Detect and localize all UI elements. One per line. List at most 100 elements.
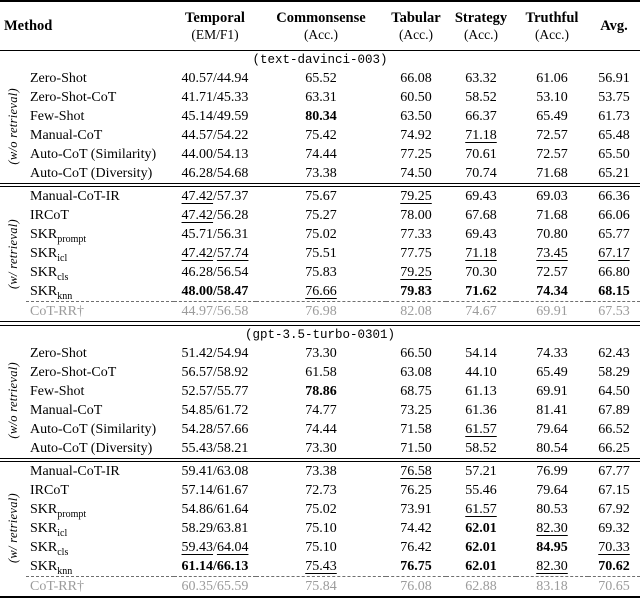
group-side-label-text: (w/ retrieval) <box>5 493 20 564</box>
table-row: SKRknn 61.14/66.13 75.43 76.75 62.01 82.30 70.… <box>0 557 640 577</box>
value-cell-tabular: 77.25 <box>400 147 432 162</box>
value-cell-avg: 67.15 <box>598 482 630 498</box>
value-cell-commonsense: 75.51 <box>305 246 337 261</box>
value-cell-strategy: 71.18 <box>465 128 497 143</box>
value-cell-commonsense: 75.84 <box>256 575 386 597</box>
header-row: Method Temporal (EM/F1) Commonsense (Acc… <box>0 1 640 51</box>
method-cell: SKRprompt <box>30 227 87 245</box>
value-cell-tabular: 82.08 <box>386 301 446 322</box>
value-cell-truthful: 79.64 <box>536 421 568 437</box>
col-header-strategy-sub: (Acc.) <box>463 27 499 42</box>
method-cell: SKRicl <box>30 246 68 264</box>
value-cell-commonsense: 75.02 <box>305 227 337 242</box>
table-row: Few-Shot 52.57/55.77 78.86 68.75 61.13 69.91 6… <box>0 382 640 401</box>
value-cell-truthful: 84.95 <box>536 539 568 555</box>
method-cell: Zero-Shot <box>30 345 87 361</box>
value-cell-temporal: 44.00/54.13 <box>181 147 249 162</box>
value-cell-temporal: 56.57/58.92 <box>181 364 249 380</box>
value-cell-temporal: 51.42/54.94 <box>181 345 249 361</box>
value-cell-avg: 53.75 <box>598 90 630 105</box>
table-row: Auto-CoT (Diversity) 55.43/58.21 73.30 71.5… <box>0 439 640 459</box>
value-cell-commonsense: 73.30 <box>305 440 337 456</box>
table-row: SKRcls 59.43/64.04 75.10 76.42 62.01 84.95 70.… <box>0 538 640 557</box>
value-cell-avg: 67.89 <box>598 402 630 418</box>
value-cell-truthful: 79.64 <box>536 482 568 498</box>
method-cell: Few-Shot <box>30 109 85 124</box>
value-cell-avg: 62.43 <box>598 345 630 361</box>
value-cell-avg: 69.32 <box>598 520 630 536</box>
value-cell-strategy: 62.01 <box>465 520 497 536</box>
method-cell: Auto-CoT (Diversity) <box>30 166 153 181</box>
method-cell: SKRcls <box>30 539 69 558</box>
value-cell-truthful: 83.18 <box>516 575 588 597</box>
value-cell-temporal: 54.28/57.66 <box>181 421 249 437</box>
col-header-avg-label: Avg. <box>600 17 628 34</box>
value-cell-strategy: 66.37 <box>465 109 497 124</box>
value-cell-strategy: 70.61 <box>465 147 497 162</box>
method-cell: Manual-CoT <box>30 128 103 143</box>
value-cell-tabular: 79.25 <box>400 189 432 204</box>
section-separator <box>0 321 640 326</box>
value-cell-temporal: 60.35/65.59 <box>174 575 256 597</box>
value-cell-strategy: 44.10 <box>465 364 497 380</box>
value-cell-avg: 58.29 <box>598 364 630 380</box>
value-cell-temporal: 57.14/61.67 <box>181 482 249 498</box>
value-cell-tabular: 79.25 <box>400 265 432 280</box>
value-cell-strategy: 69.43 <box>465 189 497 204</box>
value-cell-strategy: 70.30 <box>465 265 497 280</box>
col-header-truthful-label: Truthful <box>525 10 579 26</box>
value-cell-strategy: 69.43 <box>465 227 497 242</box>
value-cell-tabular: 74.42 <box>400 520 432 536</box>
value-cell-tabular: 79.83 <box>400 284 432 299</box>
value-cell-truthful: 70.80 <box>536 227 568 242</box>
value-cell-temporal: 61.14/66.13 <box>181 558 249 574</box>
value-cell-avg: 68.15 <box>598 284 630 299</box>
table-row: Auto-CoT (Similarity) 54.28/57.66 74.44 71.… <box>0 420 640 439</box>
value-cell-truthful: 61.06 <box>536 71 568 86</box>
value-cell-strategy: 67.68 <box>465 208 497 223</box>
table-row: SKRknn 48.00/58.47 76.66 79.83 71.62 74.34 68.… <box>0 282 640 302</box>
method-cell: Manual-CoT-IR <box>30 463 120 479</box>
table-row: (w/ retrieval) Manual-CoT-IR 59.41/63.08 73… <box>0 461 640 564</box>
group-separator <box>0 183 640 187</box>
table-row: SKRprompt 54.86/61.64 75.02 73.91 61.57 80.53… <box>0 500 640 519</box>
group-separator <box>0 457 640 462</box>
value-cell-temporal: 44.57/54.22 <box>181 128 249 143</box>
table-row: SKRicl 47.42/57.74 75.51 77.75 71.18 73.45 67.… <box>0 244 640 263</box>
value-cell-temporal: 46.28/56.54 <box>181 265 249 280</box>
col-header-temporal-sub: (EM/F1) <box>191 27 239 42</box>
value-cell-truthful: 65.49 <box>536 109 568 124</box>
value-cell-strategy: 71.18 <box>465 246 497 261</box>
table-row: (w/ retrieval) Manual-CoT-IR 47.42/57.37 75… <box>0 187 640 289</box>
value-cell-tabular: 60.50 <box>400 90 432 105</box>
method-cell: Few-Shot <box>30 383 85 399</box>
value-cell-temporal: 41.71/45.33 <box>181 90 249 105</box>
value-cell-temporal: 44.97/56.58 <box>174 301 256 322</box>
value-cell-commonsense: 75.67 <box>305 189 337 204</box>
value-cell-strategy: 61.57 <box>465 501 497 517</box>
method-cell: SKRknn <box>30 284 73 302</box>
value-cell-strategy: 62.01 <box>465 558 497 574</box>
value-cell-commonsense: 63.31 <box>305 90 337 105</box>
value-cell-strategy: 61.57 <box>465 421 497 437</box>
col-header-strategy: Strategy (Acc.) <box>446 1 516 51</box>
table-row: Auto-CoT (Similarity) 44.00/54.13 74.44 77.… <box>0 145 640 164</box>
value-cell-commonsense: 72.73 <box>305 482 337 498</box>
value-cell-commonsense: 75.27 <box>305 208 337 223</box>
value-cell-tabular: 77.33 <box>400 227 432 242</box>
value-cell-avg: 65.48 <box>598 128 630 143</box>
value-cell-tabular: 76.08 <box>386 575 446 597</box>
value-cell-commonsense: 61.58 <box>305 364 337 380</box>
value-cell-temporal: 47.42/56.28 <box>181 208 249 223</box>
method-cell: IRCoT <box>30 482 69 498</box>
value-cell-commonsense: 78.86 <box>305 383 337 399</box>
value-cell-tabular: 63.08 <box>400 364 432 380</box>
value-cell-temporal: 46.28/54.68 <box>181 166 249 181</box>
value-cell-commonsense: 73.38 <box>305 463 337 479</box>
col-header-commonsense-sub: (Acc.) <box>303 27 339 42</box>
value-cell-temporal: 47.42/57.74 <box>181 246 249 261</box>
value-cell-strategy: 63.32 <box>465 71 497 86</box>
value-cell-truthful: 69.91 <box>516 301 588 322</box>
value-cell-truthful: 80.53 <box>536 501 568 517</box>
